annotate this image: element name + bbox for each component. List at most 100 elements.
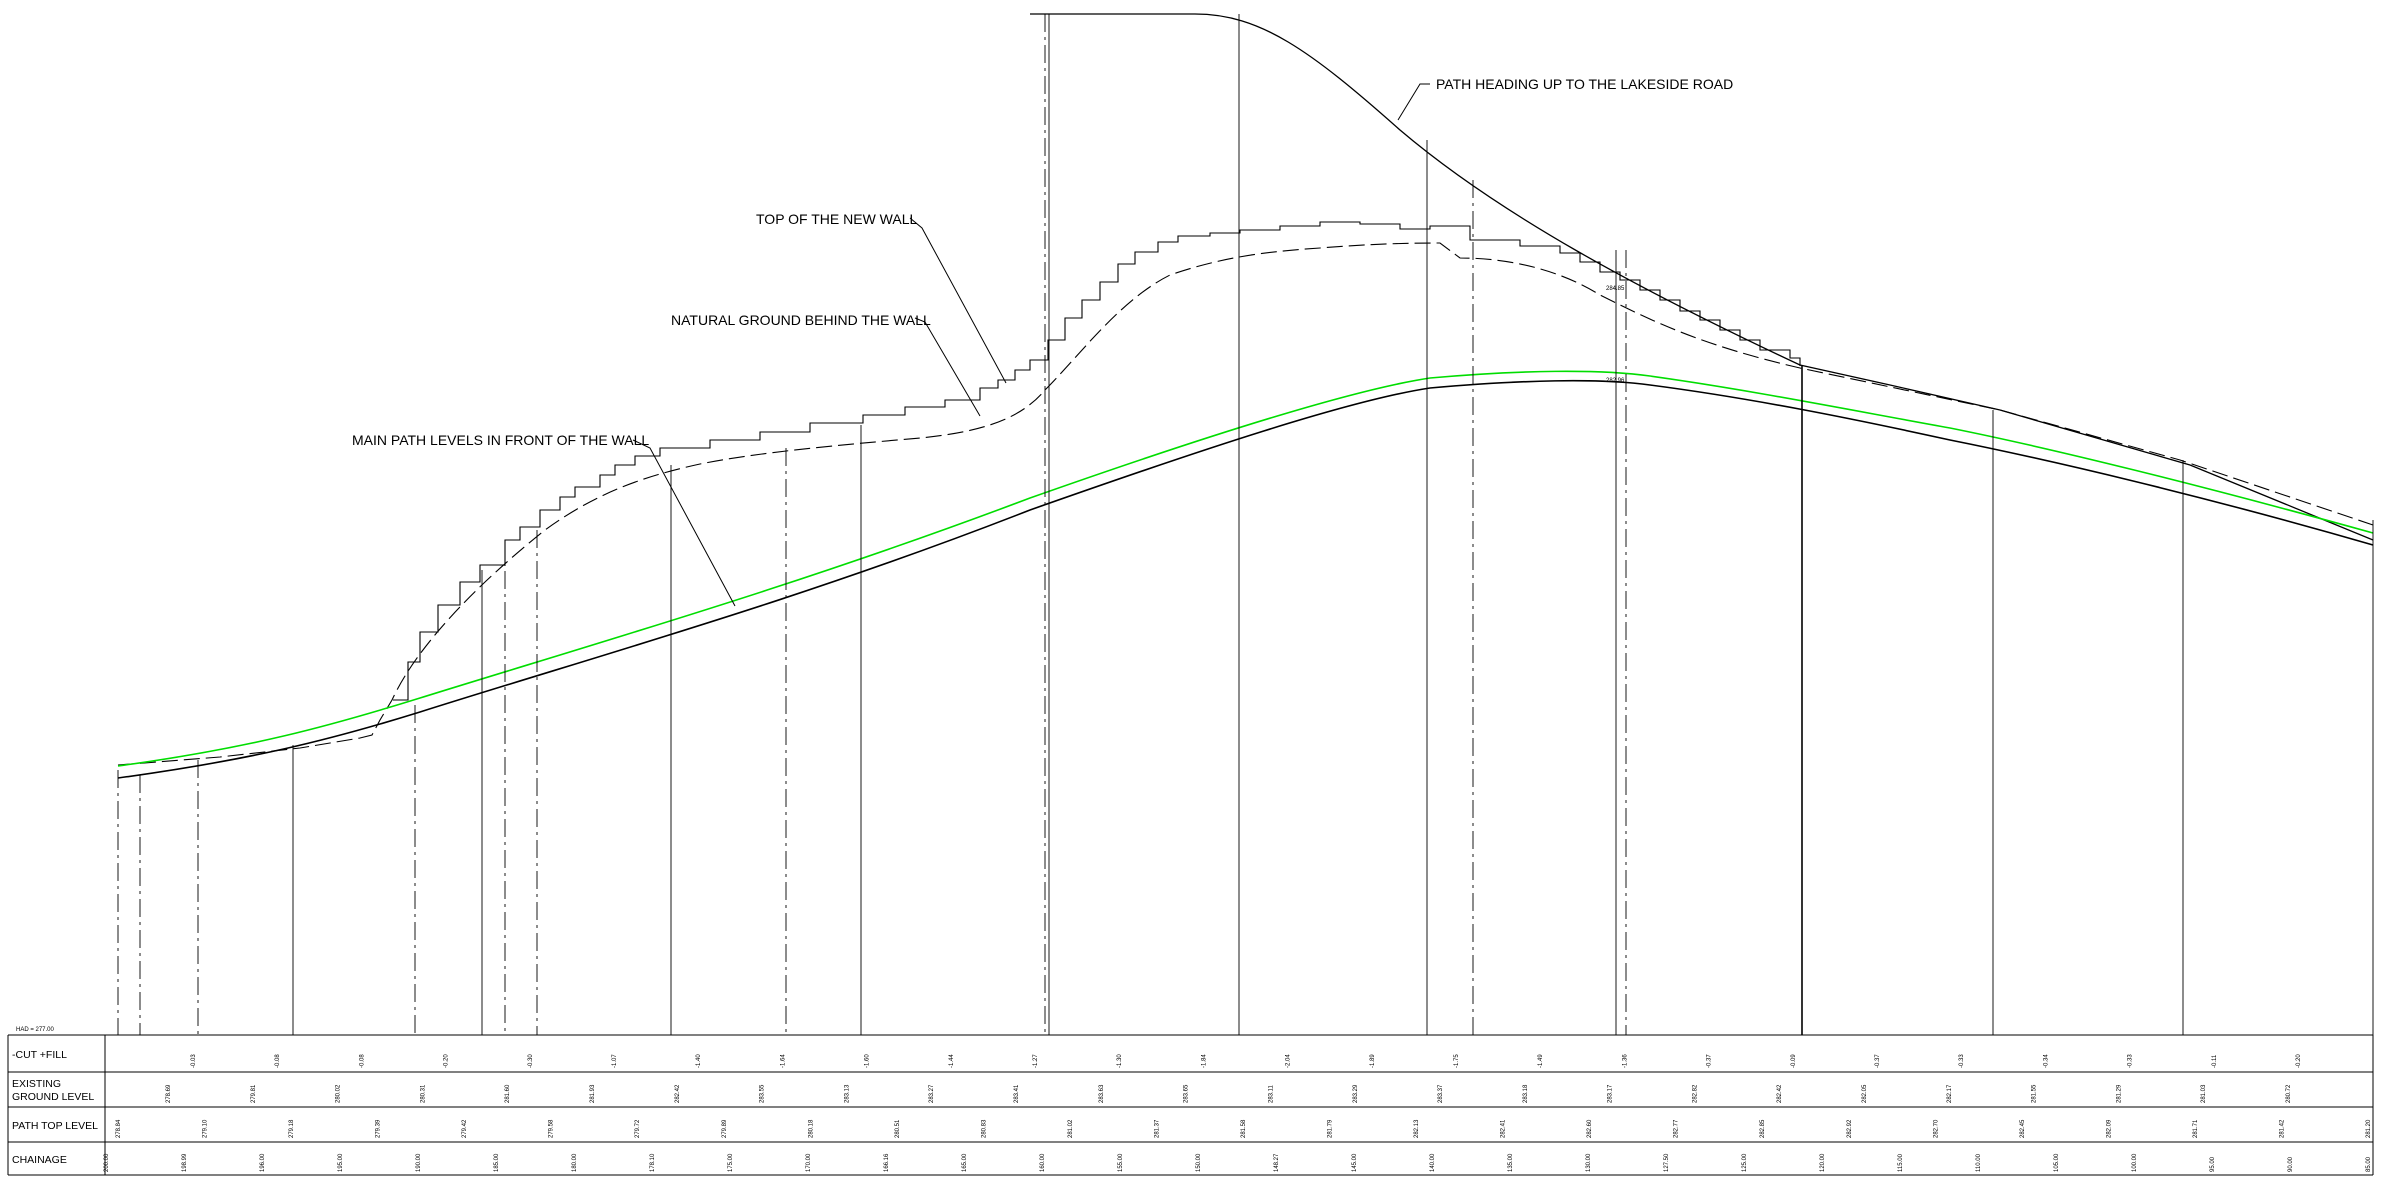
- row-label-existing-2: GROUND LEVEL: [12, 1091, 94, 1103]
- cutfill-value: -0.30: [528, 1054, 534, 1068]
- chainage-value: 125.00: [1742, 1153, 1748, 1172]
- chainage-value: 195.00: [338, 1153, 344, 1172]
- cutfill-value: -1.07: [612, 1054, 618, 1068]
- cutfill-value: -2.04: [1286, 1054, 1292, 1068]
- chainage-value: 178.10: [650, 1153, 656, 1172]
- existing-value: 283.37: [1438, 1084, 1444, 1103]
- chainage-value: 155.00: [1118, 1153, 1124, 1172]
- existing-value: 283.29: [1353, 1084, 1359, 1103]
- cutfill-value: -0.11: [2212, 1054, 2218, 1068]
- natural-ground-line: [117, 242, 2374, 766]
- chainage-value: 170.00: [806, 1153, 812, 1172]
- cutfill-value: -0.08: [275, 1054, 281, 1068]
- existing-value: 280.31: [420, 1084, 426, 1103]
- cutfill-value: -1.40: [696, 1054, 702, 1068]
- cutfill-value: -1.84: [1201, 1054, 1207, 1068]
- chainage-value: 95.00: [2210, 1156, 2216, 1172]
- path-top-value: 282.85: [1760, 1119, 1766, 1138]
- path-top-value: 280.51: [895, 1119, 901, 1138]
- existing-value: 281.60: [505, 1084, 511, 1103]
- design-path-line: [117, 370, 2374, 767]
- existing-value: 283.41: [1014, 1084, 1020, 1103]
- chainage-value: 198.99: [182, 1153, 188, 1172]
- chainage-value: 130.00: [1586, 1153, 1592, 1172]
- existing-value: 278.69: [166, 1084, 172, 1103]
- annotation-natural-ground: NATURAL GROUND BEHIND THE WALL: [671, 312, 931, 328]
- existing-value: 283.63: [1099, 1084, 1105, 1103]
- annotation-top-of-wall: TOP OF THE NEW WALL: [756, 211, 918, 227]
- row-label-path-top: PATH TOP LEVEL: [12, 1120, 98, 1132]
- chainage-value: 135.00: [1508, 1153, 1514, 1172]
- cutfill-value: -0.20: [2296, 1054, 2302, 1068]
- cutfill-value: -0.03: [191, 1054, 197, 1068]
- path-top-value: 281.58: [1241, 1119, 1247, 1138]
- chainage-value: 160.00: [1040, 1153, 1046, 1172]
- cutfill-value: -1.64: [780, 1054, 786, 1068]
- path-top-value: 281.71: [2193, 1119, 2199, 1138]
- chainage-value: 185.00: [494, 1153, 500, 1172]
- chainage-value: 150.00: [1196, 1153, 1202, 1172]
- existing-value: 283.18: [1523, 1084, 1529, 1103]
- lakeside-path-profile: [1030, 13, 2374, 541]
- cutfill-value: -1.36: [1622, 1054, 1628, 1068]
- cutfill-value: -1.89: [1370, 1054, 1376, 1068]
- chainage-value: 140.00: [1430, 1153, 1436, 1172]
- existing-value: 282.42: [675, 1084, 681, 1103]
- existing-value: 281.55: [2032, 1084, 2038, 1103]
- path-top-value: 282.70: [1933, 1119, 1939, 1138]
- existing-value: 282.17: [1947, 1084, 1953, 1103]
- existing-value: 280.72: [2286, 1084, 2292, 1103]
- existing-value: 283.27: [929, 1084, 935, 1103]
- cutfill-value: -1.30: [1117, 1054, 1123, 1068]
- wall-top-spot-level: 284.85: [1606, 286, 1625, 292]
- chainage-value: 90.00: [2288, 1156, 2294, 1172]
- chainage-value: 196.00: [260, 1153, 266, 1172]
- path-top-value: 279.72: [635, 1119, 641, 1138]
- cutfill-value: -0.33: [2128, 1054, 2134, 1068]
- row-label-existing-1: EXISTING: [12, 1078, 61, 1090]
- chainage-value: 175.00: [728, 1153, 734, 1172]
- row-label-chainage: CHAINAGE: [12, 1154, 67, 1166]
- main-path-line: [117, 379, 2374, 779]
- annotation-path-heading: PATH HEADING UP TO THE LAKESIDE ROAD: [1436, 76, 1733, 92]
- cutfill-value: -0.37: [1875, 1054, 1881, 1068]
- chainage-value: 180.00: [572, 1153, 578, 1172]
- chainage-value: 100.00: [2132, 1153, 2138, 1172]
- path-top-value: 281.79: [1328, 1119, 1334, 1138]
- chainage-value: 200.00: [104, 1153, 110, 1172]
- chainage-value: 148.27: [1274, 1153, 1280, 1172]
- row-label-cutfill: -CUT +FILL: [12, 1049, 67, 1061]
- existing-value: 281.93: [590, 1084, 596, 1103]
- path-top-value: 281.20: [2366, 1119, 2372, 1138]
- path-top-value: 279.89: [722, 1119, 728, 1138]
- path-top-value: 282.13: [1414, 1119, 1420, 1138]
- existing-value: 283.55: [760, 1084, 766, 1103]
- chainage-value: 105.00: [2054, 1153, 2060, 1172]
- chainage-value: 120.00: [1820, 1153, 1826, 1172]
- path-top-value: 281.42: [2280, 1119, 2286, 1138]
- chainage-value: 110.00: [1976, 1153, 1982, 1172]
- datum-label: HAD = 277.00: [16, 1027, 55, 1033]
- path-top-value: 279.10: [203, 1119, 209, 1138]
- path-top-value: 282.09: [2106, 1119, 2112, 1138]
- cutfill-value: -0.34: [2043, 1054, 2049, 1068]
- cutfill-value: -1.27: [1033, 1054, 1039, 1068]
- path-top-value: 279.39: [376, 1119, 382, 1138]
- cutfill-value: -0.20: [444, 1054, 450, 1068]
- cutfill-value: -1.44: [949, 1054, 955, 1068]
- path-top-value: 279.42: [462, 1119, 468, 1138]
- existing-value: 282.82: [1692, 1084, 1698, 1103]
- path-top-value: 282.77: [1674, 1119, 1680, 1138]
- path-top-value: 281.37: [1155, 1119, 1161, 1138]
- top-of-wall-line: [393, 221, 1801, 701]
- path-top-value: 280.83: [981, 1119, 987, 1138]
- chainage-value: 166.16: [884, 1153, 890, 1172]
- path-top-value: 281.02: [1068, 1119, 1074, 1138]
- cutfill-value: -0.37: [1707, 1054, 1713, 1068]
- existing-value: 283.17: [1608, 1084, 1614, 1103]
- cutfill-value: -1.75: [1454, 1054, 1460, 1068]
- chainage-value: 165.00: [962, 1153, 968, 1172]
- annotation-leaders: [632, 83, 1430, 607]
- path-top-value: 282.92: [1847, 1119, 1853, 1138]
